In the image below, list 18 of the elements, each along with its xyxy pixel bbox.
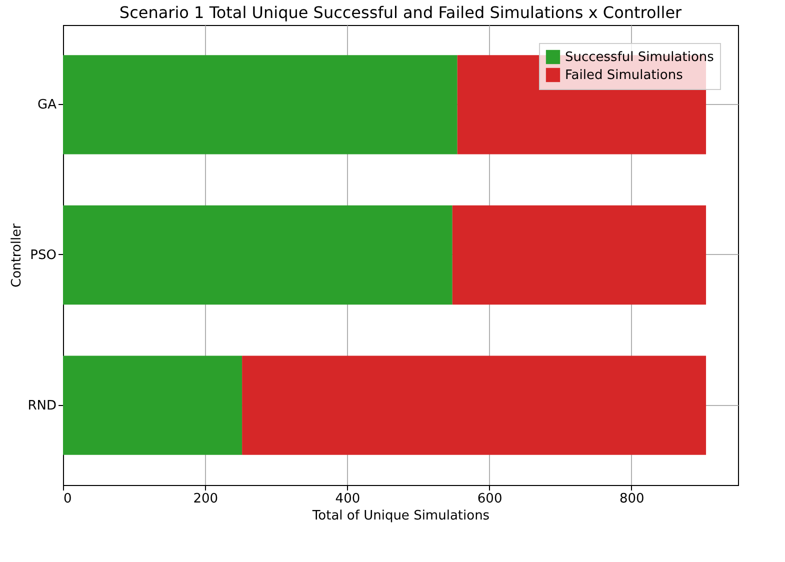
- x-axis-title: Total of Unique Simulations: [311, 508, 490, 524]
- bar: [242, 356, 706, 455]
- y-tick-label: GA: [38, 98, 57, 113]
- bar: [63, 55, 458, 154]
- legend-label: Successful Simulations: [565, 50, 714, 65]
- x-tick-label: 800: [620, 492, 644, 506]
- bar: [63, 205, 452, 305]
- legend-label: Failed Simulations: [565, 68, 684, 83]
- x-tick-label: 400: [335, 492, 360, 506]
- y-axis-title: Controller: [10, 222, 25, 288]
- bar: [63, 356, 242, 455]
- x-tick-label: 600: [477, 492, 502, 506]
- bar: [452, 205, 706, 305]
- y-tick-label: RND: [28, 398, 56, 414]
- y-tick-label: PSO: [30, 248, 56, 263]
- chart-title: Scenario 1 Total Unique Successful and Failed Simulations x Controller: [119, 3, 682, 22]
- x-tick-label: 200: [193, 492, 218, 506]
- x-tick-label: 0: [64, 492, 72, 506]
